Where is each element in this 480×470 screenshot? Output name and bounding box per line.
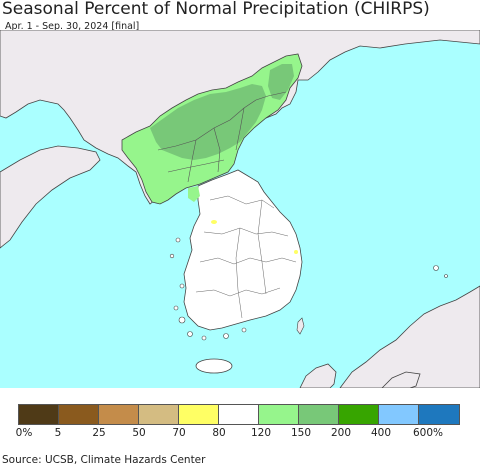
shandong-peninsula bbox=[0, 145, 101, 249]
jeju-island bbox=[195, 358, 233, 374]
japan-kyushu bbox=[299, 363, 337, 388]
north-korea-wet-zone bbox=[150, 84, 266, 160]
legend-label: 150 bbox=[290, 427, 312, 439]
legend-swatch-8 bbox=[339, 405, 379, 424]
source-credit: Source: UCSB, Climate Hazards Center bbox=[2, 454, 206, 466]
legend-swatch-6 bbox=[259, 405, 299, 424]
legend-swatch-10 bbox=[419, 405, 459, 424]
map-subtitle: Apr. 1 - Sep. 30, 2024 [final] bbox=[5, 21, 140, 32]
precipitation-map bbox=[0, 30, 480, 388]
tsushima-island bbox=[296, 317, 305, 335]
dry-patch-east bbox=[294, 250, 298, 254]
legend-label: 120 bbox=[250, 427, 272, 439]
legend-label: 200 bbox=[330, 427, 352, 439]
legend-swatch-7 bbox=[299, 405, 339, 424]
korean-islands bbox=[169, 237, 448, 341]
legend-label: 5 bbox=[54, 427, 62, 439]
sk-west-coast-green bbox=[188, 186, 200, 202]
japan-shikoku bbox=[381, 371, 421, 388]
legend-swatch-5 bbox=[219, 405, 259, 424]
north-korea-wet-zone-east bbox=[268, 64, 294, 100]
legend-swatch-1 bbox=[59, 405, 99, 424]
legend-swatch-9 bbox=[379, 405, 419, 424]
legend-label: 600% bbox=[412, 427, 444, 439]
legend-swatch-3 bbox=[139, 405, 179, 424]
legend-bar bbox=[18, 404, 460, 425]
legend-swatch-2 bbox=[99, 405, 139, 424]
legend-label: 0% bbox=[15, 427, 33, 439]
legend-swatch-4 bbox=[179, 405, 219, 424]
legend-label: 80 bbox=[212, 427, 226, 439]
map-title: Seasonal Percent of Normal Precipitation… bbox=[2, 0, 430, 19]
south-korea-province-lines bbox=[195, 195, 297, 319]
japan-honshu bbox=[339, 285, 480, 388]
north-korea-province-lines bbox=[157, 91, 287, 183]
legend-label: 400 bbox=[370, 427, 392, 439]
legend-label: 50 bbox=[132, 427, 146, 439]
legend-label: 25 bbox=[92, 427, 106, 439]
dry-patch-west bbox=[211, 220, 217, 224]
legend-labels: 0% 5 25 50 70 80 120 150 200 400 600% bbox=[0, 427, 480, 441]
legend-label: 70 bbox=[172, 427, 186, 439]
legend-swatch-0 bbox=[19, 405, 59, 424]
